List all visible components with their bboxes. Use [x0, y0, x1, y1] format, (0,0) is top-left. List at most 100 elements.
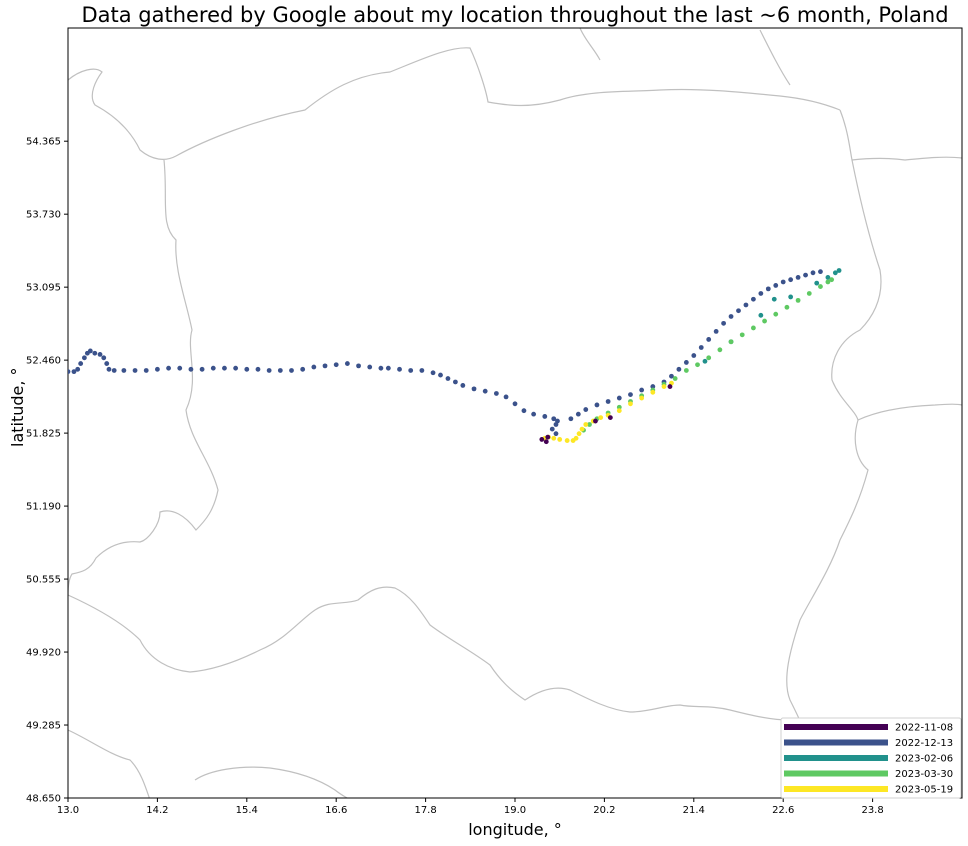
location-point: [78, 361, 84, 366]
location-point: [743, 302, 749, 308]
location-point: [594, 402, 600, 408]
location-point: [676, 366, 682, 372]
location-point: [706, 355, 712, 361]
x-tick-label: 19.0: [504, 805, 526, 816]
location-point: [367, 364, 373, 370]
location-point: [669, 373, 674, 379]
location-point: [771, 296, 777, 302]
border-belarus-east: [857, 403, 962, 421]
location-point: [583, 407, 589, 412]
border-germany-poland: [68, 159, 219, 596]
legend-label: 2023-05-19: [895, 785, 953, 796]
location-point: [607, 415, 613, 420]
location-point: [773, 283, 779, 288]
location-point: [605, 399, 611, 404]
location-point: [311, 364, 317, 370]
location-point: [277, 368, 283, 373]
location-point: [482, 388, 488, 394]
y-tick-label: 54.365: [26, 137, 61, 148]
legend-label: 2022-11-08: [895, 723, 953, 734]
location-point: [542, 414, 548, 419]
location-point: [751, 296, 756, 302]
location-point: [344, 361, 350, 366]
location-point: [650, 389, 656, 395]
location-point: [549, 426, 555, 432]
location-point: [68, 369, 71, 375]
location-point: [71, 369, 77, 375]
location-point: [553, 422, 559, 427]
location-point: [266, 368, 272, 373]
location-point: [75, 366, 81, 372]
location-point: [531, 411, 537, 417]
y-tick-label: 53.730: [26, 210, 61, 221]
x-tick-label: 22.6: [772, 805, 794, 816]
location-point: [233, 365, 239, 371]
location-point: [378, 365, 384, 371]
location-point: [672, 376, 678, 381]
y-axis-label: latitude, °: [8, 367, 27, 447]
location-point: [788, 294, 794, 300]
location-point: [780, 279, 786, 285]
location-point: [717, 347, 723, 353]
x-axis-ticks: 13.0 14.2 15.4 16.6 17.8 19.0 20.2 21.4 22.6 23.8: [57, 798, 884, 816]
location-point: [87, 348, 93, 354]
location-point: [573, 435, 579, 441]
baltic-coast: [68, 47, 841, 160]
location-point: [593, 418, 598, 424]
border-misc-north2: [759, 29, 791, 86]
location-point: [397, 366, 402, 372]
location-point: [521, 408, 527, 414]
location-point: [814, 280, 820, 286]
location-point: [121, 368, 127, 373]
location-point: [576, 431, 582, 437]
location-point: [788, 277, 794, 283]
location-point: [101, 355, 107, 361]
x-tick-label: 13.0: [57, 805, 79, 816]
location-point: [829, 277, 835, 283]
location-point: [579, 426, 585, 432]
location-point: [408, 368, 414, 373]
location-point: [650, 384, 656, 389]
location-point: [132, 368, 138, 373]
location-point: [557, 437, 563, 442]
location-point: [728, 314, 734, 319]
location-point: [758, 312, 764, 318]
location-point: [188, 366, 194, 372]
location-point: [695, 362, 700, 368]
y-tick-label: 53.095: [26, 283, 61, 294]
location-point: [92, 350, 98, 356]
chart-title: Data gathered by Google about my locatio…: [81, 3, 949, 27]
location-point: [667, 384, 673, 389]
x-tick-label: 17.8: [414, 805, 436, 816]
location-point: [706, 337, 712, 342]
location-point: [832, 270, 838, 276]
location-point: [210, 365, 216, 371]
location-point: [587, 422, 592, 427]
x-tick-label: 21.4: [683, 805, 705, 816]
location-point: [683, 360, 689, 365]
location-point: [356, 363, 361, 369]
x-tick-label: 23.8: [861, 805, 883, 816]
location-point: [795, 274, 801, 280]
location-point: [503, 394, 509, 400]
location-point: [598, 415, 604, 420]
location-point: [628, 392, 633, 398]
location-point: [551, 435, 557, 441]
x-tick-label: 16.6: [325, 805, 347, 816]
location-point: [691, 353, 697, 358]
location-point: [385, 365, 391, 371]
location-point: [460, 383, 466, 388]
location-point: [728, 339, 734, 345]
map-borders: [68, 28, 962, 798]
location-point: [773, 311, 779, 317]
location-point: [300, 366, 306, 372]
location-point: [818, 269, 823, 275]
x-tick-label: 15.4: [236, 805, 258, 816]
location-point: [818, 284, 823, 289]
location-point: [795, 297, 801, 303]
location-point: [453, 379, 458, 385]
location-point: [751, 325, 756, 331]
y-tick-label: 51.190: [26, 502, 61, 513]
location-point: [545, 434, 551, 440]
location-point: [493, 391, 499, 396]
